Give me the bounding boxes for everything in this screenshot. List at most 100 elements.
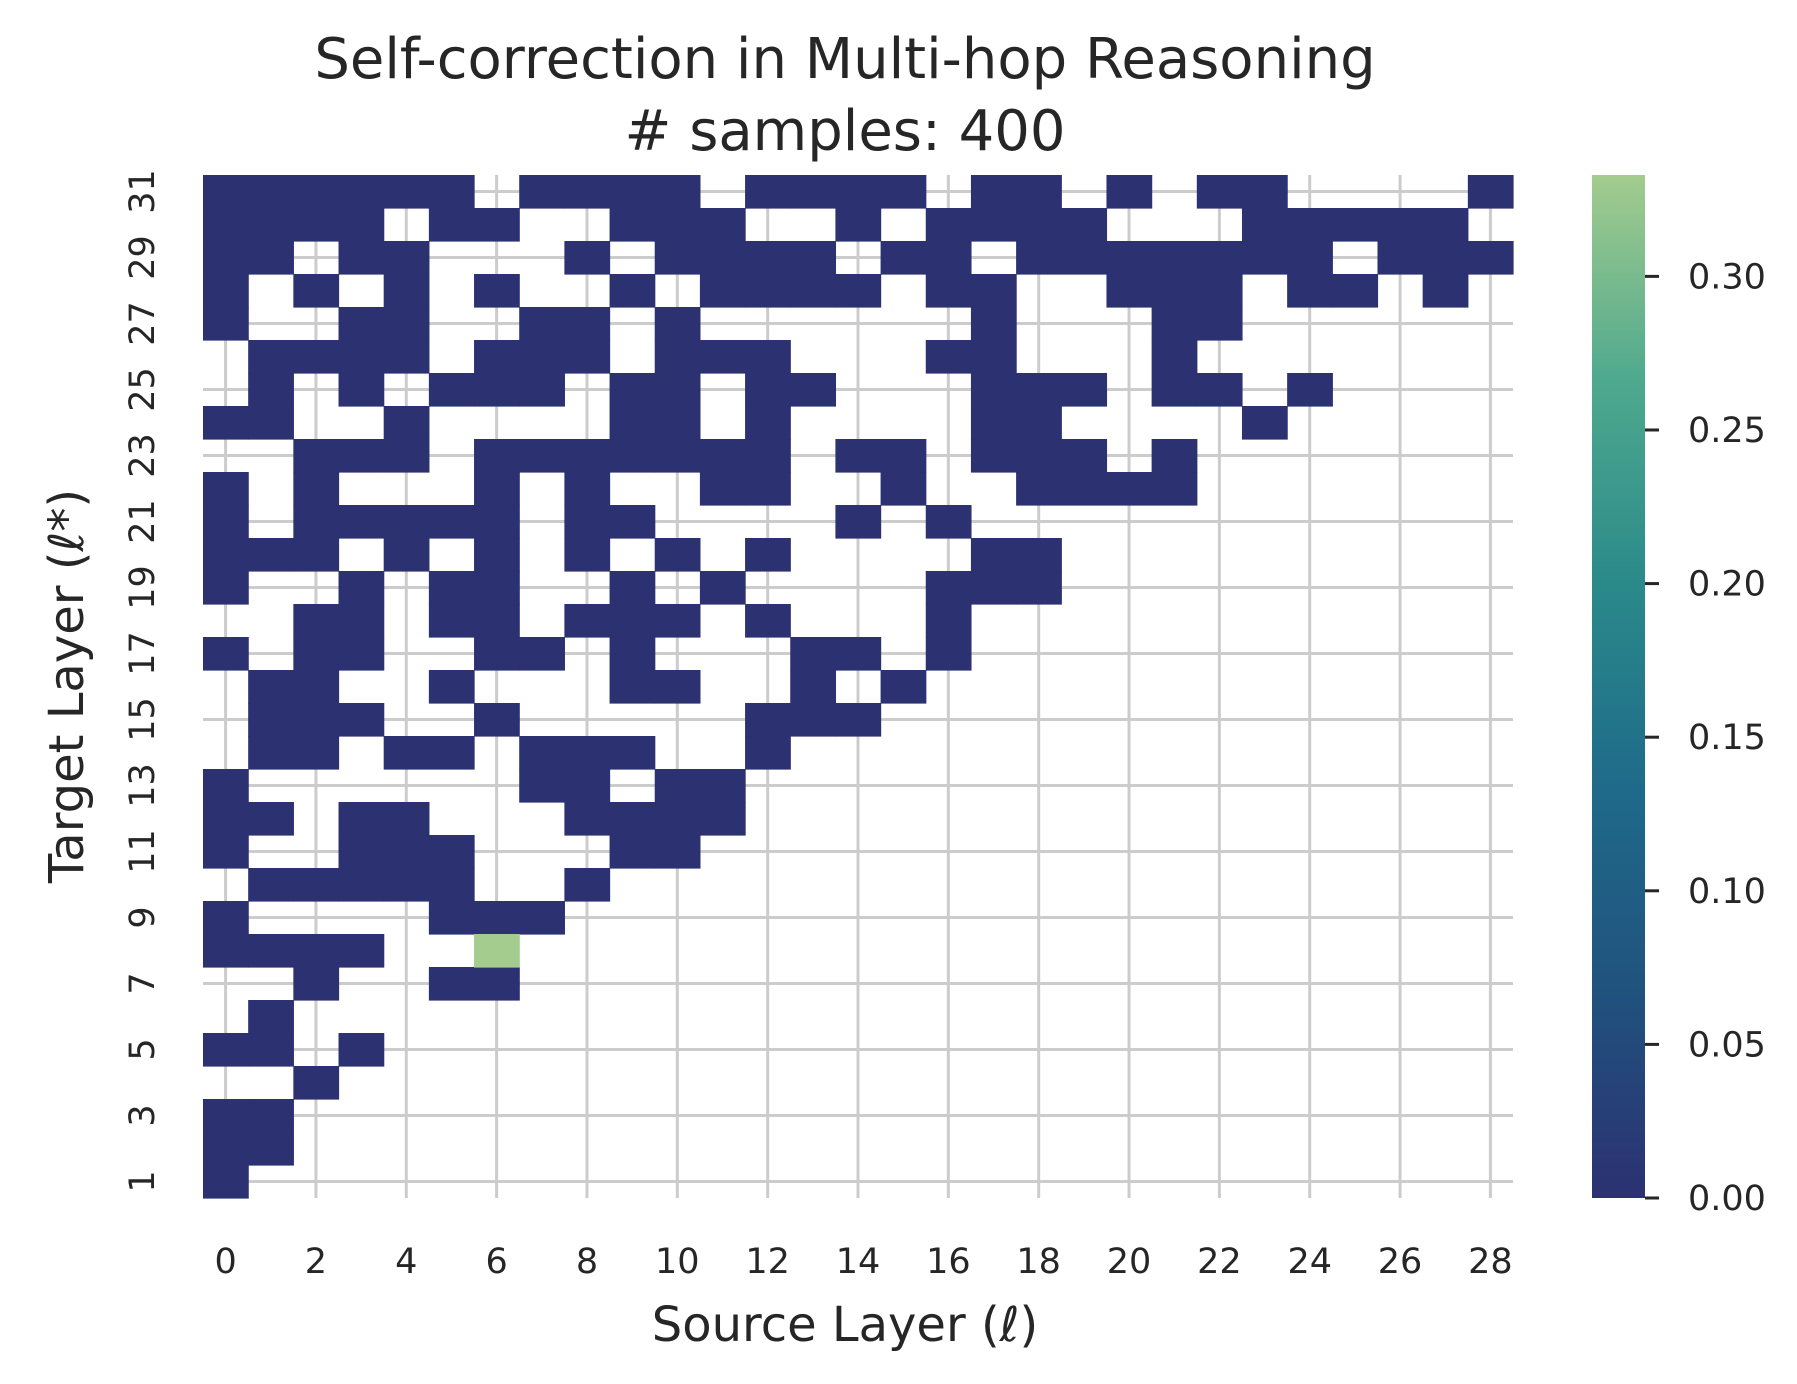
heatmap-cell xyxy=(248,1000,294,1034)
heatmap-cell xyxy=(474,274,520,308)
heatmap-cell xyxy=(790,703,837,737)
heatmap-cell xyxy=(338,868,385,902)
heatmap-cell xyxy=(564,340,611,374)
heatmap-cell xyxy=(745,538,791,572)
x-tick-label: 12 xyxy=(745,1242,790,1282)
heatmap-cell xyxy=(970,439,1017,473)
heatmap-cell xyxy=(383,340,430,374)
heatmap-cell xyxy=(248,868,294,902)
heatmap-cell xyxy=(970,307,1017,341)
heatmap-cell xyxy=(338,241,385,275)
heatmap-cell xyxy=(203,571,249,605)
heatmap-cell xyxy=(203,835,249,869)
heatmap-cell xyxy=(790,274,837,308)
heatmap-cell xyxy=(925,505,972,539)
heatmap-cell xyxy=(203,274,249,308)
heatmap-cell xyxy=(248,802,294,836)
heatmap-cell xyxy=(609,802,656,836)
heatmap-cell xyxy=(1151,241,1198,275)
heatmap-cell xyxy=(790,637,837,671)
heatmap-cell xyxy=(1422,208,1469,242)
heatmap-cell xyxy=(609,439,656,473)
heatmap-cell xyxy=(248,373,294,407)
heatmap-cell xyxy=(338,604,385,638)
y-tick-label: 3 xyxy=(123,1104,163,1126)
heatmap-cell xyxy=(609,175,656,209)
heatmap-cell xyxy=(564,472,611,506)
heatmap-cell xyxy=(293,934,340,968)
heatmap-cell xyxy=(970,373,1017,407)
x-tick-label: 22 xyxy=(1197,1242,1242,1282)
heatmap-cell xyxy=(609,670,656,704)
heatmap-cell xyxy=(428,835,475,869)
heatmap-cell xyxy=(293,340,340,374)
heatmap-cell xyxy=(1061,208,1108,242)
heatmap-cell xyxy=(383,802,430,836)
heatmap-cell xyxy=(745,439,791,473)
y-tick-label: 11 xyxy=(123,829,163,874)
heatmap-cell xyxy=(745,736,791,770)
heatmap-cell xyxy=(428,373,475,407)
heatmap-cell xyxy=(1016,406,1062,440)
heatmap-cell xyxy=(745,406,791,440)
heatmap-cell xyxy=(203,769,249,803)
x-tick-label: 26 xyxy=(1378,1242,1423,1282)
heatmap-cell xyxy=(1196,274,1243,308)
heatmap-cell xyxy=(428,967,475,1001)
x-tick-label: 8 xyxy=(576,1242,598,1282)
heatmap-cell xyxy=(428,208,475,242)
heatmap-cell xyxy=(654,307,701,341)
heatmap-cell xyxy=(248,340,294,374)
y-tick-label: 9 xyxy=(123,906,163,928)
colorbar-tick-label: 0.20 xyxy=(1688,565,1766,605)
heatmap-cell xyxy=(248,208,294,242)
heatmap-cell xyxy=(564,439,611,473)
heatmap-cell xyxy=(699,472,746,506)
heatmap-cell xyxy=(248,670,294,704)
heatmap-cell xyxy=(1016,472,1062,506)
heatmap-cell xyxy=(1016,571,1062,605)
heatmap-cell xyxy=(519,769,565,803)
y-tick-label: 19 xyxy=(123,565,163,610)
heatmap-cell xyxy=(293,505,340,539)
heatmap-cell xyxy=(970,538,1017,572)
heatmap-cell xyxy=(474,373,520,407)
heatmap-cell xyxy=(248,538,294,572)
heatmap-cell xyxy=(880,472,927,506)
heatmap-cell xyxy=(203,934,249,968)
heatmap-cell xyxy=(654,373,701,407)
heatmap-cell xyxy=(564,604,611,638)
x-tick-label: 10 xyxy=(655,1242,700,1282)
heatmap-cell xyxy=(383,736,430,770)
heatmap-cell xyxy=(474,703,520,737)
heatmap-cell xyxy=(203,538,249,572)
heatmap-cell xyxy=(1196,307,1243,341)
heatmap-cell xyxy=(248,1033,294,1067)
heatmap-cell xyxy=(1151,472,1198,506)
heatmap-cell xyxy=(699,802,746,836)
colorbar-tick-label: 0.10 xyxy=(1688,872,1766,912)
heatmap-cell xyxy=(519,439,565,473)
y-tick-label: 29 xyxy=(123,235,163,280)
heatmap-cell xyxy=(699,274,746,308)
heatmap-cell xyxy=(1016,538,1062,572)
heatmap-cell xyxy=(925,571,972,605)
heatmap-cell xyxy=(474,604,520,638)
heatmap-cell xyxy=(835,208,882,242)
heatmap-cell xyxy=(654,670,701,704)
heatmap-cell xyxy=(654,439,701,473)
heatmap-cell xyxy=(880,439,927,473)
heatmap-cell xyxy=(564,505,611,539)
y-tick-label: 1 xyxy=(123,1170,163,1192)
heatmap-cell xyxy=(790,175,837,209)
heatmap-cell xyxy=(203,1165,249,1199)
heatmap-cell xyxy=(293,208,340,242)
heatmap-cell xyxy=(609,274,656,308)
heatmap-cell xyxy=(203,901,249,935)
heatmap-cell xyxy=(203,307,249,341)
colorbar: 0.00 0.05 0.10 0.15 0.20 0.25 0.30 xyxy=(1592,175,1766,1219)
heatmap-cell xyxy=(609,637,656,671)
heatmap-cell xyxy=(654,175,701,209)
y-axis-label: Target Layer (ℓ*) xyxy=(39,489,95,884)
heatmap-cell xyxy=(654,208,701,242)
